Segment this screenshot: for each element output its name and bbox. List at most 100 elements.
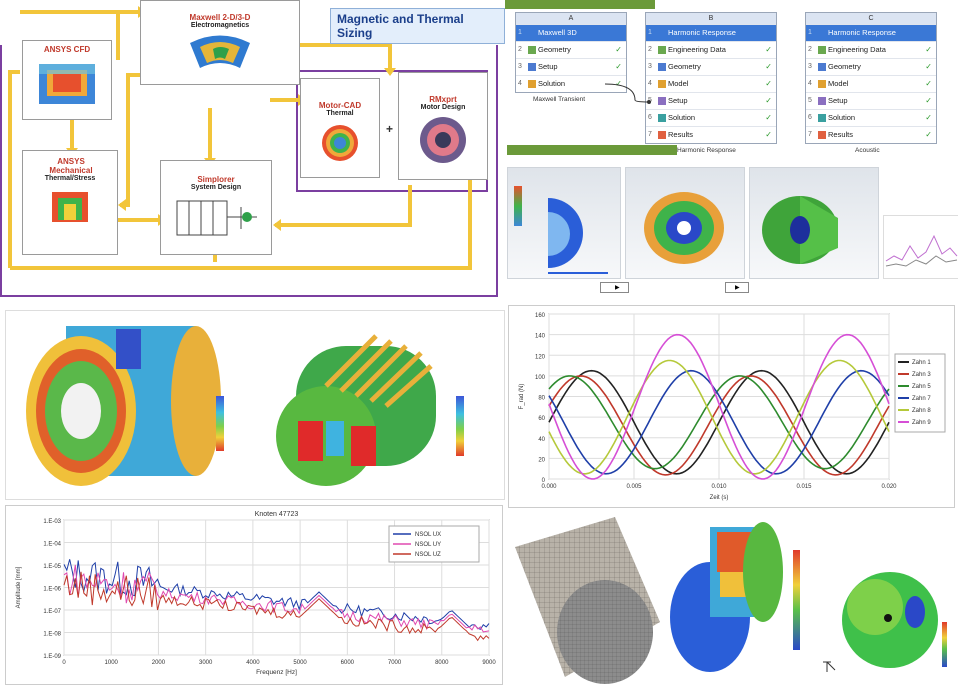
cell-number: 3 bbox=[518, 63, 522, 70]
rmxprt-box[interactable]: RMxprt Motor Design bbox=[398, 72, 488, 180]
chart-title: Knoten 47723 bbox=[255, 511, 299, 518]
simplorer-title: Simplorer bbox=[197, 175, 235, 184]
cell-type-icon bbox=[528, 80, 536, 88]
y-tick-label: 1.E-09 bbox=[43, 654, 61, 660]
ansys-cfd-box[interactable]: ANSYS CFD bbox=[22, 40, 112, 120]
x-tick-label: 8000 bbox=[435, 660, 449, 666]
check-icon: ✓ bbox=[765, 79, 772, 88]
page-banner: Magnetic and Thermal Sizing bbox=[330, 8, 505, 44]
cell-number: 6 bbox=[648, 114, 652, 121]
cell-label: Engineering Data bbox=[668, 45, 726, 54]
rmxprt-subtitle: Motor Design bbox=[420, 104, 466, 111]
cell-label: Geometry bbox=[668, 62, 701, 71]
x-tick-label: 0.015 bbox=[796, 484, 812, 490]
simplorer-subtitle: System Design bbox=[190, 184, 242, 191]
y-tick-label: 0 bbox=[542, 478, 546, 484]
cell-label: Engineering Data bbox=[828, 45, 886, 54]
cell-label: Geometry bbox=[538, 45, 571, 54]
workbench-cell-solution[interactable]: 4 Solution ✓ bbox=[516, 75, 626, 92]
system-column-letter: B bbox=[646, 13, 776, 24]
stator-deformation-image bbox=[644, 192, 724, 264]
legend-box bbox=[894, 353, 946, 433]
x-axis-label: Frequenz [Hz] bbox=[256, 669, 297, 676]
spectrum-thumbnail bbox=[883, 215, 958, 279]
check-icon: ✓ bbox=[765, 45, 772, 54]
workflow-diagram: ANSYS CFD Maxwell 2-D/3-D Electromagneti… bbox=[0, 0, 505, 300]
workbench-cell-solution[interactable]: 6 Solution ✓ bbox=[646, 109, 776, 126]
cell-number: 3 bbox=[648, 63, 652, 70]
workflow-frame bbox=[0, 45, 498, 297]
series-line bbox=[63, 564, 490, 633]
y-tick-label: 1.E-08 bbox=[43, 632, 61, 638]
workbench-cell-setup[interactable]: 3 Setup ✓ bbox=[516, 58, 626, 75]
workbench-cell-harmonic-response[interactable]: 1 Harmonic Response bbox=[806, 24, 936, 41]
motorcad-box[interactable]: Motor-CAD Thermal bbox=[300, 78, 380, 178]
ansys-cfd-title: ANSYS CFD bbox=[43, 45, 91, 54]
workbench-cell-geometry[interactable]: 3 Geometry ✓ bbox=[646, 58, 776, 75]
y-tick-label: 100 bbox=[535, 375, 546, 381]
cell-number: 1 bbox=[648, 29, 652, 36]
cell-number: 7 bbox=[648, 131, 652, 138]
stator-fea-images bbox=[26, 326, 464, 486]
plus-sign: + bbox=[386, 122, 394, 136]
cell-label: Results bbox=[668, 130, 694, 139]
cell-type-icon bbox=[528, 46, 536, 54]
workbench-cell-harmonic-response[interactable]: 1 Harmonic Response bbox=[646, 24, 776, 41]
workbench-cell-geometry[interactable]: 2 Geometry ✓ bbox=[516, 41, 626, 58]
system-link bbox=[604, 83, 651, 104]
cell-label: Setup bbox=[538, 62, 558, 71]
x-tick-label: 3000 bbox=[199, 660, 213, 666]
workbench-cell-model[interactable]: 4 Model ✓ bbox=[646, 75, 776, 92]
x-tick-label: 4000 bbox=[246, 660, 260, 666]
x-tick-label: 7000 bbox=[388, 660, 402, 666]
simplorer-box[interactable]: Simplorer System Design bbox=[160, 160, 272, 255]
x-tick-label: 5000 bbox=[293, 660, 307, 666]
cell-number: 4 bbox=[648, 80, 652, 87]
check-icon: ✓ bbox=[765, 62, 772, 71]
ansys-mechanical-box[interactable]: ANSYS Mechanical Thermal/Stress bbox=[22, 150, 118, 255]
workbench-system-c[interactable]: C 1 Harmonic Response 2 Engineering Data ✓ 3 Ge… bbox=[805, 12, 937, 144]
workbench-cell-maxwell-3d[interactable]: 1 Maxwell 3D bbox=[516, 24, 626, 41]
x-tick-label: 2000 bbox=[152, 660, 166, 666]
maxwell-title: Maxwell 2-D/3-D bbox=[189, 13, 251, 22]
rmxprt-title: RMxprt bbox=[429, 95, 457, 104]
cell-number: 2 bbox=[808, 46, 812, 53]
spectrum-chart: Knoten 47723 1.E-03 1.E-04 1.E-05 1.E-06 1.E-… bbox=[5, 505, 503, 685]
cell-type-icon bbox=[818, 97, 826, 105]
workbench-schematic: A 1 Maxwell 3D 2 Geometry ✓ 3 Setup ✓ 4 Solution ✓ … bbox=[505, 0, 958, 160]
circuit-image bbox=[176, 200, 257, 236]
system-b-caption: Harmonic Response bbox=[677, 147, 736, 154]
cell-number: 1 bbox=[808, 29, 812, 36]
link-tag-1: ▶ bbox=[600, 282, 629, 293]
cell-label: Solution bbox=[828, 113, 856, 122]
legend-label: Zahn 5 bbox=[912, 384, 931, 390]
mechanical-image bbox=[52, 192, 88, 222]
workbench-cell-engineering-data[interactable]: 2 Engineering Data ✓ bbox=[806, 41, 936, 58]
radial-force-plot: 0 20 40 60 80 100 120 140 160 0.000 0.005 0.010 0.01… bbox=[519, 313, 946, 501]
workbench-cell-geometry[interactable]: 3 Geometry ✓ bbox=[806, 58, 936, 75]
stator-fea-panel bbox=[5, 310, 505, 500]
maxwell-box[interactable]: Maxwell 2-D/3-D Electromagnetics bbox=[140, 0, 300, 85]
cell-type-icon bbox=[818, 131, 826, 139]
cell-label: Setup bbox=[828, 96, 848, 105]
y-tick-label: 1.E-06 bbox=[43, 587, 61, 593]
acoustic-panels: ▶ ▶ bbox=[505, 145, 958, 300]
legend-label: Zahn 1 bbox=[912, 360, 931, 366]
legend-label: NSOL UX bbox=[415, 532, 441, 538]
cell-label: Solution bbox=[538, 79, 566, 88]
workbench-cell-model[interactable]: 4 Model ✓ bbox=[806, 75, 936, 92]
mesh-models bbox=[515, 517, 947, 684]
workbench-cell-results[interactable]: 7 Results ✓ bbox=[646, 126, 776, 143]
workbench-cell-setup[interactable]: 5 Setup ✓ bbox=[806, 92, 936, 109]
check-icon: ✓ bbox=[615, 79, 622, 88]
cell-type-icon bbox=[658, 114, 666, 122]
rmxprt-motor-image bbox=[420, 117, 466, 163]
cell-number: 5 bbox=[808, 97, 812, 104]
spectrum-thumb-lines bbox=[885, 234, 958, 267]
workbench-cell-engineering-data[interactable]: 2 Engineering Data ✓ bbox=[646, 41, 776, 58]
workbench-cell-results[interactable]: 7 Results ✓ bbox=[806, 126, 936, 143]
cell-type-icon bbox=[658, 80, 666, 88]
workbench-system-a[interactable]: A 1 Maxwell 3D 2 Geometry ✓ 3 Setup ✓ 4 Solution ✓ bbox=[515, 12, 627, 93]
system-column-letter: C bbox=[806, 13, 936, 24]
workbench-cell-solution[interactable]: 6 Solution ✓ bbox=[806, 109, 936, 126]
